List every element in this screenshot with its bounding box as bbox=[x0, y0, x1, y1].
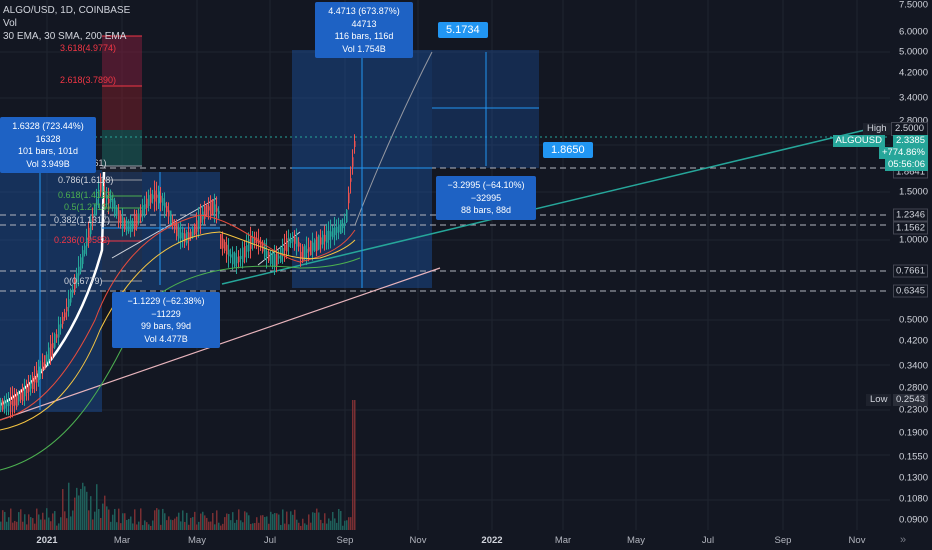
indicators-label[interactable]: 30 EMA, 30 SMA, 200 EMA bbox=[3, 31, 127, 42]
callout-target-high[interactable]: 5.1734 bbox=[438, 22, 488, 38]
high-value-tag: 2.5000 bbox=[890, 122, 928, 136]
price-tick: 3.4000 bbox=[898, 92, 928, 104]
measure-info-3-change: 4.4713 (673.87%) 44713 bbox=[328, 6, 400, 29]
measure-info-2[interactable]: −1.1229 (−62.38%) −11229 99 bars, 99d Vo… bbox=[112, 292, 220, 348]
pink-trendline bbox=[0, 267, 441, 421]
fib-0382: 0.382(1.1317) bbox=[54, 215, 111, 225]
measure-info-2-change: −1.1229 (−62.38%) −11229 bbox=[127, 296, 205, 319]
price-tick: 0.1900 bbox=[898, 427, 928, 439]
time-tick: Sep bbox=[774, 535, 792, 546]
price-tick: 1.1562 bbox=[892, 221, 928, 235]
price-tick: 6.0000 bbox=[898, 26, 928, 38]
time-tick: Nov bbox=[848, 535, 866, 546]
price-tick: 1.5000 bbox=[898, 186, 928, 198]
price-tick: 0.5000 bbox=[898, 314, 928, 326]
price-tick: 0.6345 bbox=[892, 284, 928, 298]
time-tick: Mar bbox=[554, 535, 572, 546]
price-tick: 0.1080 bbox=[898, 493, 928, 505]
price-tick: 4.2000 bbox=[898, 67, 928, 79]
measure-info-1-vol: Vol 3.949B bbox=[26, 158, 70, 169]
time-tick: Jul bbox=[701, 535, 715, 546]
fib-0786: 0.786(1.6118) bbox=[58, 175, 114, 185]
time-tick: Nov bbox=[409, 535, 427, 546]
measure-info-1[interactable]: 1.6328 (723.44%) 16328 101 bars, 101d Vo… bbox=[0, 117, 96, 173]
time-tick: Jul bbox=[263, 535, 277, 546]
double-chevron-right-icon[interactable]: » bbox=[900, 534, 907, 546]
countdown-tag: 05:56:06 bbox=[885, 159, 928, 171]
measure-info-2-vol: Vol 4.477B bbox=[144, 333, 188, 344]
time-tick: May bbox=[627, 535, 645, 546]
fib-zone-top bbox=[102, 36, 142, 86]
measure-info-4[interactable]: −3.2995 (−64.10%) −32995 88 bars, 88d bbox=[436, 176, 536, 220]
price-tick: 0.2300 bbox=[898, 404, 928, 416]
price-tick: 0.3400 bbox=[898, 360, 928, 372]
fib-0: 0(0.6779) bbox=[64, 276, 103, 286]
price-tick: 0.7661 bbox=[892, 264, 928, 278]
fib-05: 0.5(1.2719) bbox=[64, 202, 111, 212]
measure-info-3[interactable]: 4.4713 (673.87%) 44713 116 bars, 116d Vo… bbox=[315, 2, 413, 58]
symbol-tag: ALGOUSD bbox=[832, 135, 885, 147]
price-tick: 0.4200 bbox=[898, 335, 928, 347]
time-tick: 2021 bbox=[36, 535, 58, 546]
price-tick: 7.5000 bbox=[898, 0, 928, 11]
measure-info-4-bars: 88 bars, 88d bbox=[460, 205, 512, 215]
teal-trendline bbox=[221, 129, 866, 285]
measure-info-1-bars: 101 bars, 101d bbox=[17, 146, 79, 156]
time-tick: 2022 bbox=[481, 535, 503, 546]
fib-0236: 0.236(0.9582) bbox=[54, 235, 111, 245]
measure-info-4-change: −3.2995 (−64.10%) −32995 bbox=[447, 180, 525, 203]
measure-info-2-bars: 99 bars, 99d bbox=[140, 321, 192, 331]
fib-zone-teal bbox=[102, 130, 142, 166]
price-tick: 1.0000 bbox=[898, 234, 928, 246]
parabolic-curve bbox=[0, 171, 106, 407]
fib-zone-mid bbox=[102, 86, 142, 130]
symbol-title: ALGO/USD, 1D, COINBASE bbox=[3, 5, 131, 16]
price-tick: 0.2800 bbox=[898, 382, 928, 394]
price-tick: 0.1300 bbox=[898, 472, 928, 484]
time-tick: Sep bbox=[336, 535, 354, 546]
fib-3618: 3.618(4.9774) bbox=[60, 43, 117, 53]
price-tick: 2.8000 bbox=[898, 115, 928, 127]
change-tag: +774.86% bbox=[878, 147, 928, 159]
time-tick: Mar bbox=[113, 535, 131, 546]
price-tick: 0.1550 bbox=[898, 451, 928, 463]
current-price-tag: 2.3385 bbox=[892, 135, 928, 147]
time-tick: May bbox=[188, 535, 206, 546]
callout-target-low[interactable]: 1.8650 bbox=[543, 142, 593, 158]
high-label: High bbox=[863, 123, 891, 135]
measure-info-1-change: 1.6328 (723.44%) 16328 bbox=[12, 121, 84, 144]
measure-info-3-vol: Vol 1.754B bbox=[342, 43, 386, 54]
volume-label: Vol bbox=[3, 18, 17, 29]
price-tick: 1.2346 bbox=[892, 208, 928, 222]
price-tick: 0.0900 bbox=[898, 514, 928, 526]
price-tick: 5.0000 bbox=[898, 46, 928, 58]
measure-info-3-bars: 116 bars, 116d bbox=[334, 31, 394, 41]
low-value-tag: 0.2543 bbox=[892, 394, 928, 406]
projection-curve bbox=[354, 51, 433, 226]
fib-2618: 2.618(3.7890) bbox=[60, 75, 117, 85]
fib-0618: 0.618(1.4122) bbox=[58, 190, 115, 200]
low-label: Low bbox=[866, 394, 892, 406]
